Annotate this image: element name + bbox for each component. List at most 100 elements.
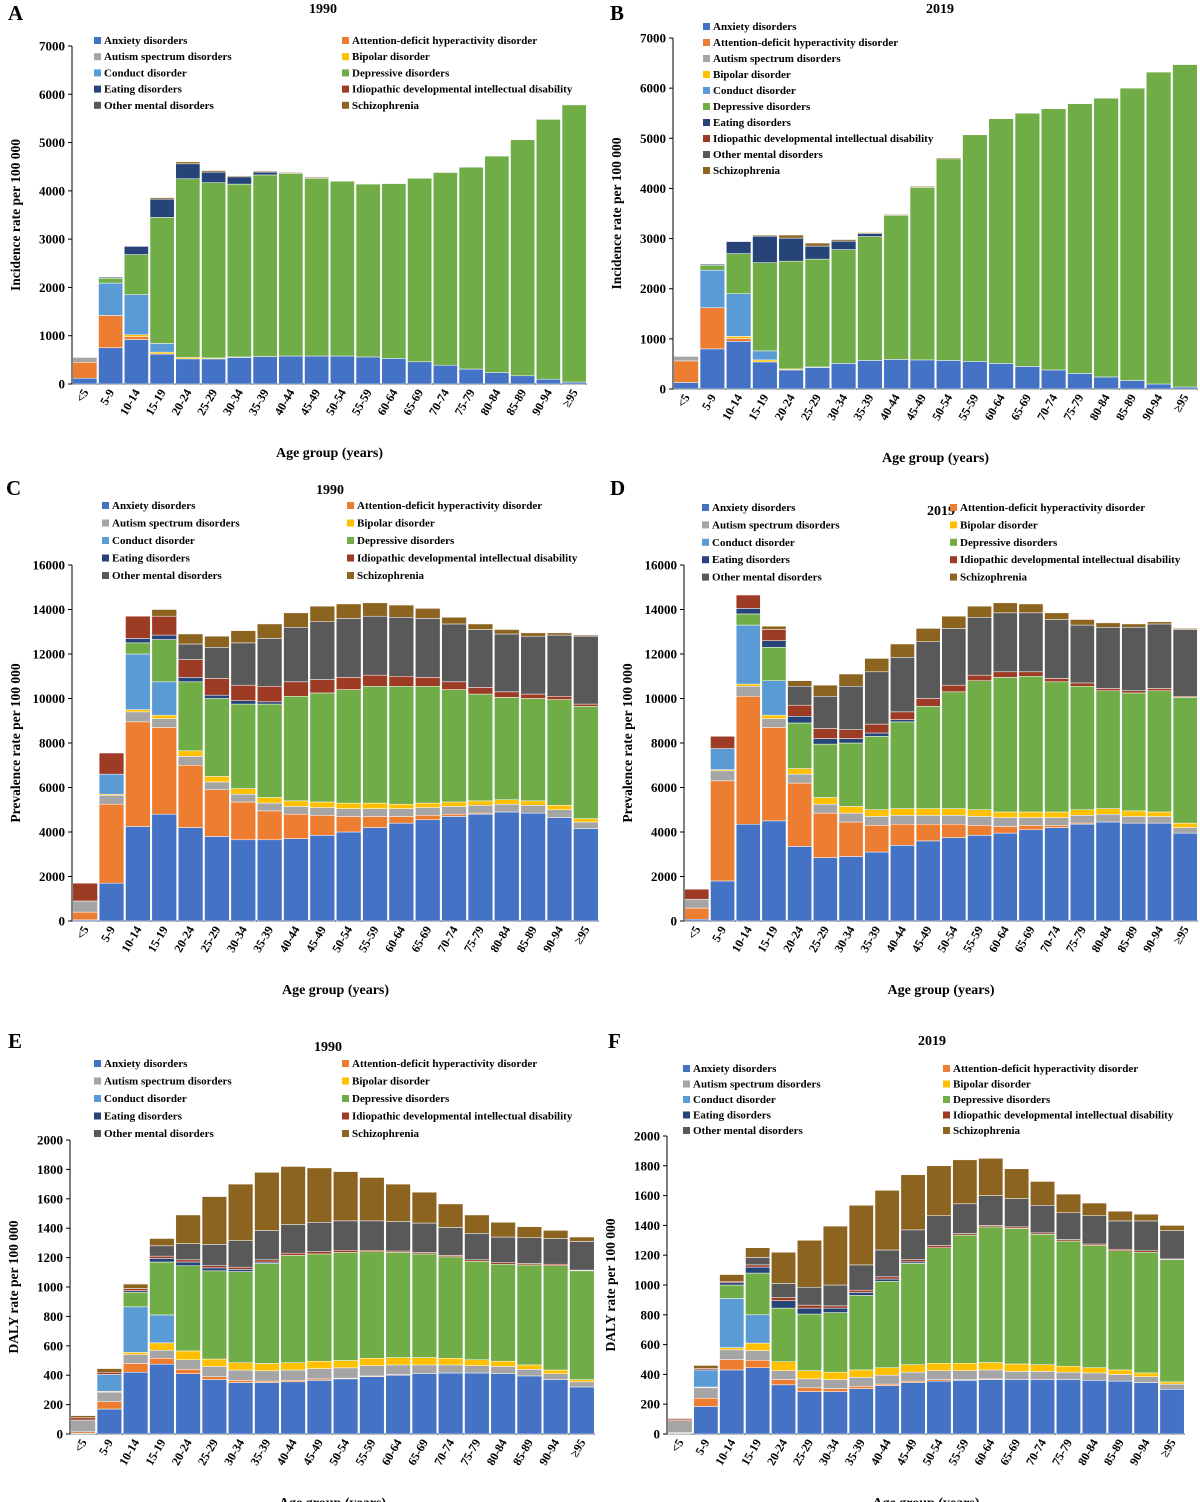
bar-anxiety-disorders bbox=[1056, 1379, 1081, 1435]
bar-depressive-disorders bbox=[1067, 103, 1093, 374]
bar-depressive-disorders bbox=[433, 172, 458, 366]
bar-attention-deficit-hyperactivity-disorder bbox=[967, 825, 992, 836]
x-tick-label: 90-94 bbox=[1140, 924, 1166, 955]
x-tick-label: 35-39 bbox=[247, 1437, 273, 1468]
bar-anxiety-disorders bbox=[359, 1376, 385, 1435]
bar-bipolar-disorder bbox=[1147, 811, 1172, 817]
bar-bipolar-disorder bbox=[838, 806, 864, 814]
bar-anxiety-disorders bbox=[1147, 822, 1172, 922]
bar-eating-disorders bbox=[831, 240, 857, 250]
bar-anxiety-disorders bbox=[309, 835, 335, 922]
bar-depressive-disorders bbox=[283, 696, 309, 802]
bar-anxiety-disorders bbox=[673, 382, 699, 390]
x-tick-label: 60-64 bbox=[374, 387, 400, 418]
legend-label: Idiopathic developmental intellectual di… bbox=[960, 554, 1181, 566]
bar-eating-disorders bbox=[252, 171, 278, 176]
bar-other-mental-disorders bbox=[1107, 1220, 1133, 1250]
bar-anxiety-disorders bbox=[458, 368, 484, 385]
y-tick-label: 1600 bbox=[634, 1188, 660, 1203]
bar-anxiety-disorders bbox=[874, 1385, 900, 1435]
bar-bipolar-disorder bbox=[385, 1357, 411, 1366]
bar-schizophrenia bbox=[204, 635, 230, 648]
bar-bipolar-disorder bbox=[230, 788, 256, 795]
bar-depressive-disorders bbox=[992, 677, 1018, 813]
bar-bipolar-disorder bbox=[124, 334, 149, 337]
bar-bipolar-disorder bbox=[306, 1360, 332, 1369]
bar-other-mental-disorders bbox=[1018, 612, 1044, 673]
bar-other-mental-disorders bbox=[900, 1229, 926, 1260]
bar-autism-spectrum-disorders bbox=[864, 816, 890, 826]
bar-idiopathic-developmental-intellectual-disability bbox=[813, 728, 838, 739]
bar-attention-deficit-hyperactivity-disorder bbox=[204, 789, 230, 837]
bar-other-mental-disorders bbox=[848, 1264, 874, 1291]
bar-other-mental-disorders bbox=[438, 1227, 464, 1256]
bar-depressive-disorders bbox=[336, 689, 362, 804]
bar-anxiety-disorders bbox=[304, 355, 329, 385]
bar-eating-disorders bbox=[227, 176, 252, 185]
legend-swatch-anxiety-disorders bbox=[702, 504, 709, 511]
bar-idiopathic-developmental-intellectual-disability bbox=[306, 1251, 332, 1255]
bar-bipolar-disorder bbox=[254, 1363, 280, 1372]
bar-depressive-disorders bbox=[761, 647, 787, 681]
x-tick-label: <5 bbox=[71, 1437, 90, 1455]
bar-anxiety-disorders bbox=[936, 360, 962, 390]
bar-anxiety-disorders bbox=[735, 823, 761, 922]
bar-other-mental-disorders bbox=[309, 621, 335, 680]
bar-depressive-disorders bbox=[175, 1265, 201, 1352]
x-tick-label: 50-54 bbox=[329, 924, 355, 955]
bar-anxiety-disorders bbox=[561, 381, 587, 385]
bar-idiopathic-developmental-intellectual-disability bbox=[874, 1276, 900, 1280]
bar-attention-deficit-hyperactivity-disorder bbox=[848, 1386, 874, 1389]
bar-other-mental-disorders bbox=[333, 1220, 359, 1251]
bar-attention-deficit-hyperactivity-disorder bbox=[309, 815, 335, 836]
bar-eating-disorders bbox=[175, 163, 201, 180]
bar-bipolar-disorder bbox=[520, 800, 546, 806]
x-tick-label: 80-84 bbox=[484, 1437, 510, 1468]
x-tick-label: 70-74 bbox=[1037, 924, 1063, 955]
panel-letter: E bbox=[8, 1029, 22, 1053]
bar-other-mental-disorders bbox=[1159, 1230, 1185, 1260]
bar-autism-spectrum-disorders bbox=[72, 357, 98, 363]
bar-schizophrenia bbox=[693, 1365, 719, 1369]
bar-anxiety-disorders bbox=[490, 1373, 516, 1435]
bar-eating-disorders bbox=[256, 701, 283, 705]
x-tick-label: 45-49 bbox=[903, 392, 929, 423]
legend-swatch-conduct-disorder bbox=[102, 537, 109, 544]
y-tick-label: 10000 bbox=[645, 691, 678, 706]
bar-depressive-disorders bbox=[1107, 1250, 1133, 1371]
y-axis-label: Prevalence rate per 100 000 bbox=[620, 663, 635, 822]
bar-schizophrenia bbox=[359, 1177, 385, 1222]
bar-eating-disorders bbox=[838, 738, 864, 744]
bar-autism-spectrum-disorders bbox=[98, 795, 125, 805]
bar-attention-deficit-hyperactivity-disorder bbox=[890, 823, 915, 846]
bar-other-mental-disorders bbox=[1147, 623, 1172, 689]
legend-label: Bipolar disorder bbox=[960, 519, 1038, 531]
bar-conduct-disorder bbox=[745, 1314, 771, 1344]
x-tick-label: 55-59 bbox=[960, 924, 986, 955]
y-tick-label: 4000 bbox=[39, 825, 65, 840]
legend-label: Conduct disorder bbox=[712, 537, 795, 549]
bar-attention-deficit-hyperactivity-disorder bbox=[941, 823, 967, 838]
bar-idiopathic-developmental-intellectual-disability bbox=[520, 693, 546, 699]
bar-eating-disorders bbox=[175, 1261, 201, 1266]
bar-anxiety-disorders bbox=[909, 359, 935, 390]
bar-conduct-disorder bbox=[98, 773, 125, 795]
x-tick-label: 40-44 bbox=[271, 387, 297, 418]
x-tick-label: 90-94 bbox=[1127, 1437, 1153, 1468]
bar-schizophrenia bbox=[936, 157, 962, 160]
bar-autism-spectrum-disorders bbox=[306, 1368, 332, 1380]
legend-label: Autism spectrum disorders bbox=[104, 1076, 232, 1088]
bar-autism-spectrum-disorders bbox=[175, 1359, 201, 1370]
bar-autism-spectrum-disorders bbox=[1172, 827, 1198, 834]
x-tick-label: 45-49 bbox=[894, 1437, 920, 1468]
legend-swatch-bipolar-disorder bbox=[703, 71, 710, 78]
bar-depressive-disorders bbox=[831, 249, 857, 364]
bar-depressive-disorders bbox=[149, 1261, 175, 1316]
bar-anxiety-disorders bbox=[890, 845, 915, 922]
bar-other-mental-disorders bbox=[520, 635, 546, 695]
bar-autism-spectrum-disorders bbox=[838, 812, 864, 823]
bar-schizophrenia bbox=[464, 1214, 490, 1234]
bar-other-mental-disorders bbox=[149, 1245, 175, 1257]
bar-schizophrenia bbox=[822, 1225, 848, 1286]
bar-other-mental-disorders bbox=[230, 642, 256, 686]
